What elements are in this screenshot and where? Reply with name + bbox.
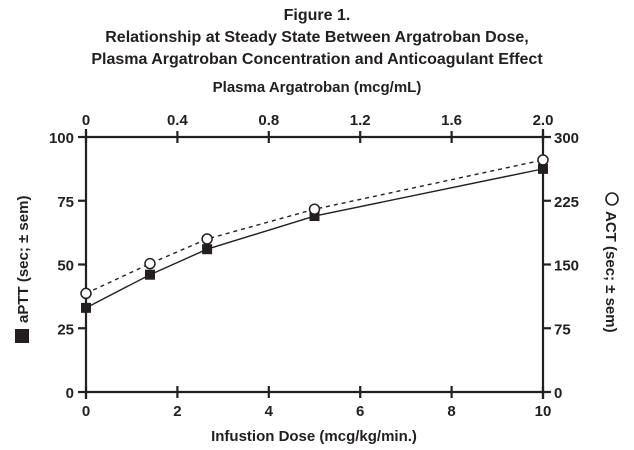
right-tick-label: 300 <box>554 130 579 147</box>
top-tick-label: 2.0 <box>533 112 554 129</box>
left-axis-label-group: aPTT (sec; ± sem) <box>15 196 32 343</box>
right-axis-label-group: ACT (sec; ± sem) <box>602 192 619 333</box>
bottom-tick-label: 0 <box>82 403 90 420</box>
right-axis-label: ACT (sec; ± sem) <box>602 211 619 333</box>
right-tick-label: 0 <box>554 385 562 402</box>
chart-subtitle-line-1: Relationship at Steady State Between Arg… <box>105 29 529 46</box>
left-tick-label: 75 <box>57 194 74 211</box>
left-tick-label: 50 <box>57 258 74 275</box>
tick-labels: 0 2 4 6 8 100 0.4 0.8 1.2 1.6 2.002550751000751502… <box>49 112 579 420</box>
bottom-axis-label: Infustion Dose (mcg/kg/min.) <box>211 428 417 445</box>
data-point-aptt <box>144 269 155 280</box>
bottom-tick-label: 8 <box>447 403 455 420</box>
bottom-tick-label: 4 <box>265 403 274 420</box>
left-tick-label: 25 <box>57 321 74 338</box>
top-tick-label: 0.4 <box>167 112 189 129</box>
series-line-act <box>85 159 544 295</box>
filled-square-legend-icon <box>15 329 29 343</box>
left-tick-label: 0 <box>66 385 74 402</box>
data-point-aptt <box>538 163 548 174</box>
data-point-act <box>201 233 213 245</box>
chart-title: Figure 1. <box>284 7 351 24</box>
left-axis-label: aPTT (sec; ± sem) <box>15 196 32 323</box>
series-lines <box>85 159 544 309</box>
data-point-aptt <box>202 244 213 255</box>
top-tick-label: 0 <box>82 112 90 129</box>
bottom-tick-label: 2 <box>173 403 181 420</box>
bottom-tick-label: 6 <box>356 403 364 420</box>
right-tick-label: 225 <box>554 194 579 211</box>
open-circle-legend-icon <box>605 192 619 206</box>
axes <box>78 129 551 399</box>
data-point-act <box>80 287 92 300</box>
data-point-aptt <box>309 211 320 222</box>
top-tick-label: 1.6 <box>441 112 462 129</box>
bottom-tick-label: 10 <box>535 403 552 420</box>
right-tick-label: 75 <box>554 321 571 338</box>
data-point-act <box>537 154 549 166</box>
top-axis-label: Plasma Argatroban (mcg/mL) <box>213 79 422 96</box>
data-point-act <box>308 203 321 215</box>
left-tick-label: 100 <box>49 130 74 147</box>
series-line-aptt <box>85 168 544 309</box>
right-tick-label: 150 <box>554 258 579 275</box>
top-tick-label: 1.2 <box>350 112 371 129</box>
data-point-aptt <box>81 302 91 313</box>
series-markers <box>80 154 549 313</box>
chart-subtitle-line-2: Plasma Argatroban Concentration and Anti… <box>91 51 543 68</box>
data-point-act <box>144 257 156 270</box>
top-tick-label: 0.8 <box>258 112 279 129</box>
